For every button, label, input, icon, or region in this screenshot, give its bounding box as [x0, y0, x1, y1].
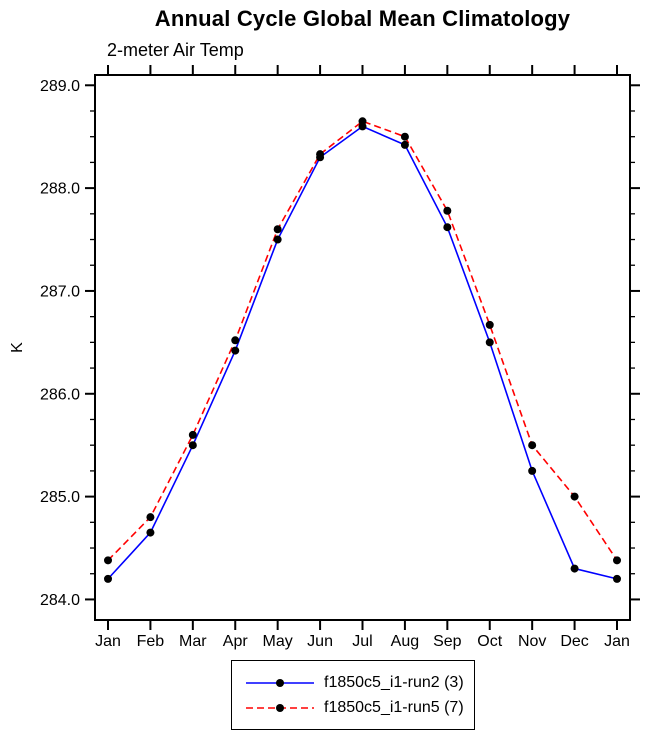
- svg-text:Feb: Feb: [137, 633, 165, 650]
- svg-text:Jan: Jan: [604, 633, 630, 650]
- chart-legend: f1850c5_i1-run2 (3) f1850c5_i1-run5 (7): [231, 660, 475, 730]
- svg-text:Dec: Dec: [560, 633, 588, 650]
- svg-text:Jun: Jun: [307, 633, 333, 650]
- svg-text:Jul: Jul: [352, 633, 372, 650]
- svg-text:286.0: 286.0: [40, 386, 80, 403]
- svg-text:Nov: Nov: [518, 633, 546, 650]
- svg-text:Jan: Jan: [95, 633, 121, 650]
- svg-text:288.0: 288.0: [40, 181, 80, 198]
- svg-text:Sep: Sep: [433, 633, 462, 650]
- svg-text:Mar: Mar: [179, 633, 207, 650]
- legend-label-run5: f1850c5_i1-run5 (7): [324, 698, 464, 716]
- legend-item-run5: f1850c5_i1-run5 (7): [244, 699, 474, 717]
- svg-text:K: K: [9, 342, 26, 353]
- legend-item-run2: f1850c5_i1-run2 (3): [244, 674, 474, 692]
- chart-title: Annual Cycle Global Mean Climatology: [154, 6, 571, 31]
- svg-text:287.0: 287.0: [40, 283, 80, 300]
- svg-text:285.0: 285.0: [40, 489, 80, 506]
- chart-subtitle: 2-meter Air Temp: [107, 40, 244, 60]
- svg-text:Aug: Aug: [391, 633, 419, 650]
- legend-line-sample-run5: [246, 703, 314, 712]
- svg-text:289.0: 289.0: [40, 78, 80, 95]
- axes: [85, 65, 640, 630]
- svg-text:Oct: Oct: [477, 633, 502, 650]
- series-markers: [104, 117, 621, 583]
- legend-line-sample-run2: [246, 678, 314, 687]
- legend-label-run2: f1850c5_i1-run2 (3): [324, 673, 464, 691]
- svg-text:284.0: 284.0: [40, 592, 80, 609]
- axis-labels: 284.0 285.0 286.0 287.0 288.0 289.0 Jan Feb Mar A…: [9, 78, 630, 650]
- svg-text:Apr: Apr: [223, 633, 249, 650]
- series-lines: [107, 120, 618, 580]
- svg-text:May: May: [263, 633, 293, 650]
